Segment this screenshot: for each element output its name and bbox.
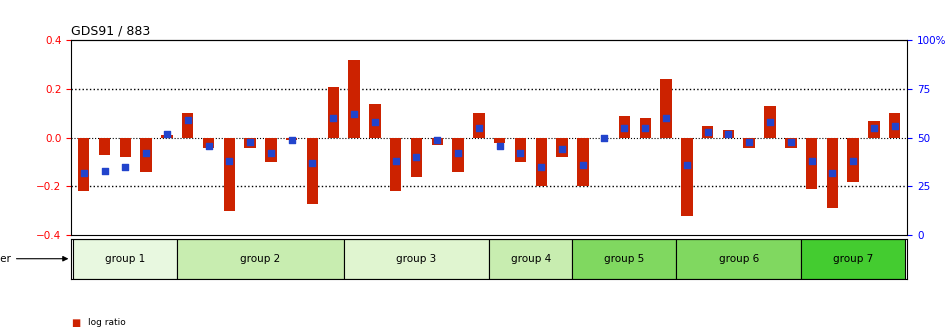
- Text: group 1: group 1: [105, 254, 145, 264]
- Point: [326, 116, 341, 121]
- Bar: [801, 239, 905, 279]
- Point: [429, 137, 445, 142]
- Point: [242, 139, 257, 144]
- Bar: [120, 138, 131, 157]
- Bar: [676, 239, 801, 279]
- Bar: [178, 239, 344, 279]
- Bar: [182, 114, 194, 138]
- Point: [866, 125, 882, 131]
- Bar: [202, 138, 214, 148]
- Point: [200, 143, 216, 148]
- Bar: [868, 121, 880, 138]
- Point: [700, 129, 715, 135]
- Bar: [723, 130, 734, 138]
- Bar: [847, 138, 859, 181]
- Point: [471, 125, 486, 131]
- Point: [97, 168, 112, 174]
- Bar: [452, 138, 464, 172]
- Bar: [639, 118, 651, 138]
- Bar: [515, 138, 526, 162]
- Bar: [410, 138, 422, 177]
- Bar: [660, 79, 672, 138]
- Point: [887, 123, 902, 129]
- Bar: [577, 138, 589, 186]
- Bar: [141, 138, 152, 172]
- Point: [555, 147, 570, 152]
- Point: [576, 162, 591, 168]
- Point: [721, 131, 736, 136]
- Text: GDS91 / 883: GDS91 / 883: [71, 25, 150, 38]
- Bar: [494, 138, 505, 143]
- Point: [534, 164, 549, 170]
- Point: [783, 139, 798, 144]
- Bar: [223, 138, 235, 211]
- Bar: [826, 138, 838, 208]
- Bar: [244, 138, 256, 148]
- Bar: [328, 87, 339, 138]
- Point: [450, 151, 465, 156]
- Point: [118, 164, 133, 170]
- Point: [742, 139, 757, 144]
- Text: group 6: group 6: [719, 254, 759, 264]
- Bar: [370, 103, 381, 138]
- Bar: [431, 138, 443, 145]
- Point: [388, 159, 403, 164]
- Bar: [286, 138, 297, 140]
- Bar: [806, 138, 817, 189]
- Bar: [702, 126, 713, 138]
- Bar: [573, 239, 676, 279]
- Point: [492, 143, 507, 148]
- Point: [596, 135, 611, 140]
- Bar: [390, 138, 402, 192]
- Text: group 5: group 5: [604, 254, 644, 264]
- Bar: [785, 138, 796, 148]
- Bar: [73, 239, 178, 279]
- Bar: [765, 106, 776, 138]
- Point: [180, 118, 196, 123]
- Bar: [349, 60, 360, 138]
- Point: [76, 170, 91, 175]
- Bar: [536, 138, 547, 186]
- Point: [263, 151, 278, 156]
- Text: group 3: group 3: [396, 254, 437, 264]
- Point: [221, 159, 237, 164]
- Point: [305, 160, 320, 166]
- Point: [139, 151, 154, 156]
- Point: [679, 162, 694, 168]
- Text: group 7: group 7: [833, 254, 873, 264]
- Bar: [78, 138, 89, 192]
- Point: [160, 131, 175, 136]
- Point: [347, 112, 362, 117]
- Point: [637, 125, 653, 131]
- Point: [513, 151, 528, 156]
- Bar: [473, 114, 485, 138]
- Text: ■: ■: [71, 318, 81, 328]
- Text: log ratio: log ratio: [88, 318, 126, 327]
- Bar: [307, 138, 318, 204]
- Bar: [162, 135, 173, 138]
- Point: [846, 159, 861, 164]
- Bar: [618, 116, 630, 138]
- Point: [804, 159, 819, 164]
- Point: [617, 125, 632, 131]
- Bar: [265, 138, 276, 162]
- Point: [763, 120, 778, 125]
- Bar: [744, 138, 755, 148]
- Point: [408, 155, 424, 160]
- Bar: [99, 138, 110, 155]
- Bar: [889, 114, 901, 138]
- Point: [658, 116, 674, 121]
- Bar: [557, 138, 568, 157]
- Text: other: other: [0, 254, 67, 264]
- Point: [368, 120, 383, 125]
- Bar: [489, 239, 573, 279]
- Bar: [681, 138, 693, 216]
- Point: [284, 137, 299, 142]
- Text: group 2: group 2: [240, 254, 280, 264]
- Text: group 4: group 4: [511, 254, 551, 264]
- Point: [825, 170, 840, 175]
- Bar: [344, 239, 489, 279]
